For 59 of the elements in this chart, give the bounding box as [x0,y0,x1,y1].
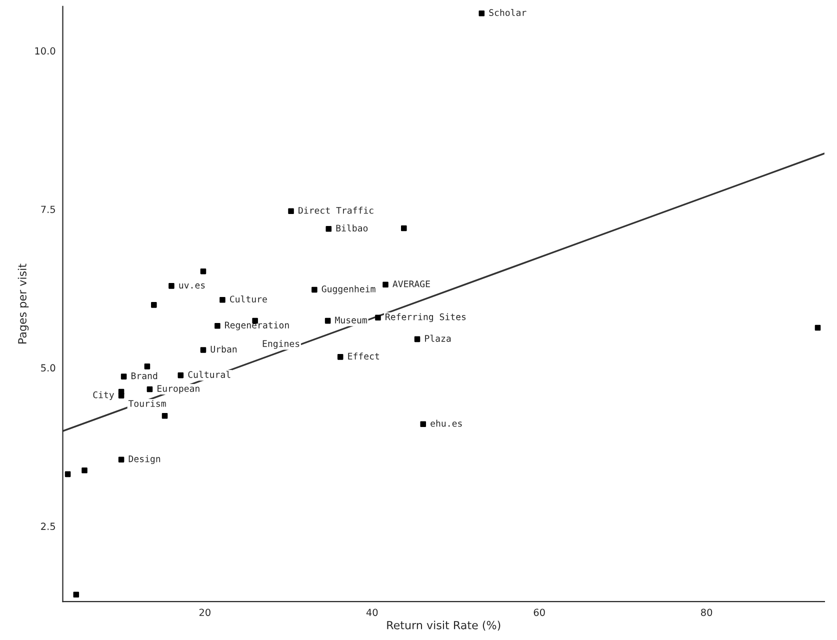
annotation: Scholar [489,8,526,16]
point [200,347,206,353]
point [288,208,294,214]
point [375,314,381,321]
annotation: Design [128,455,160,464]
point [324,318,331,324]
annotation: Engines [262,340,300,349]
y-tick-label: 10.0 [35,47,56,55]
annotation: Cultural [188,370,230,378]
point [414,336,420,342]
point [120,374,127,380]
point [382,282,388,288]
point [814,324,821,331]
point [64,471,71,478]
point [73,592,80,598]
x-axis-title: Return visit Rate (%) [387,620,500,631]
annotation: Plaza [425,334,451,342]
point [168,283,174,289]
point [337,354,344,360]
point [144,364,150,370]
point [178,372,184,378]
point [151,302,157,308]
annotation: Brand [131,372,158,380]
annotation: Effect [348,352,380,360]
annotation: Guggenheim [322,285,376,294]
y-tick-label: 5.0 [41,364,56,372]
x-tick-label: 60 [534,608,545,616]
annotation: Culture [230,295,267,303]
annotation: European [158,385,200,394]
point [118,456,124,463]
point [200,268,206,274]
y-axis-title: Pages per visit [18,264,29,344]
x-tick-label: 20 [199,608,210,616]
y-tick-label: 2.5 [41,522,55,530]
annotation: Tourism [128,400,166,407]
x-tick-label: 80 [701,608,712,616]
annotation: Regeneration [225,321,289,330]
y-tick-label: 7.5 [41,206,55,214]
annotation: Referring Sites [386,313,466,322]
annotation: City [93,391,114,400]
annotation: Direct Traffic [298,206,374,214]
point [214,322,220,329]
point [118,392,124,398]
point [401,225,407,232]
annotation: uv.es [179,283,205,289]
annotation: ehu.es [430,420,462,427]
x-tick-label: 40 [366,608,378,616]
point [220,296,226,303]
point [420,421,426,428]
point [162,412,168,419]
point [146,386,153,392]
annotation: Urban [210,346,237,353]
point [478,10,485,16]
point [312,286,318,293]
annotation: Bilbao [336,224,368,232]
point [82,468,88,474]
annotation: AVERAGE [392,280,430,288]
point [326,226,332,232]
annotation: Museum [335,316,367,324]
